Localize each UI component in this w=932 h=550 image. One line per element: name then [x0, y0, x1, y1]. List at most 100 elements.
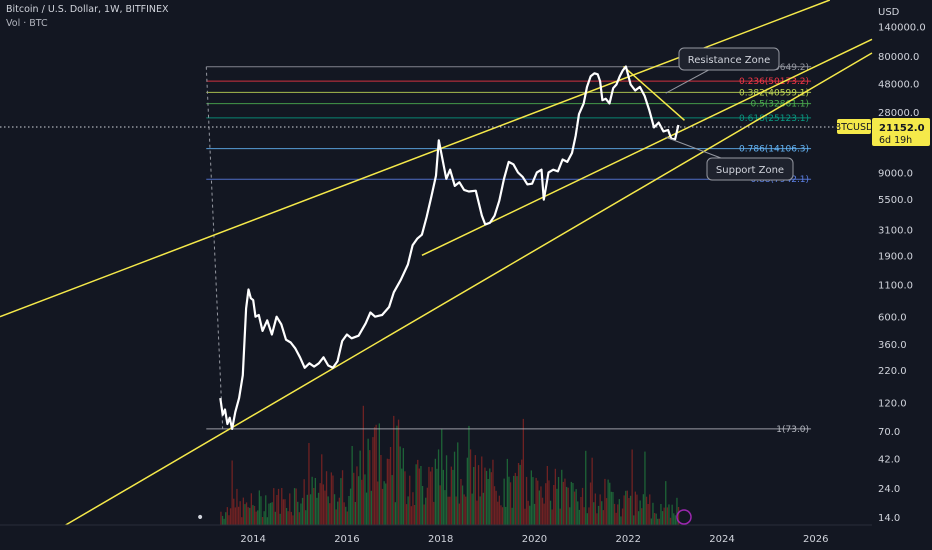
price-axis-tick: 9000.0: [878, 169, 913, 180]
lightning-icon[interactable]: [676, 509, 692, 525]
volume-bar: [333, 494, 336, 525]
volume-bar: [508, 476, 510, 525]
volume-bar: [601, 501, 603, 525]
volume-bar: [225, 512, 227, 525]
volume-bar: [337, 501, 339, 525]
callouts: Resistance Zone Support Zone: [665, 47, 794, 181]
volume-bar: [521, 459, 523, 525]
bar-countdown: 6d 19h: [879, 135, 912, 146]
volume-bar: [263, 511, 265, 525]
volume-bar: [373, 427, 376, 525]
volume-bar: [604, 478, 606, 525]
volume-bar: [274, 511, 276, 525]
volume-bar: [261, 517, 264, 525]
volume-bar: [385, 483, 387, 525]
volume-bar: [396, 425, 398, 525]
volume-bar: [258, 490, 260, 525]
volume-bar: [503, 478, 505, 525]
time-axis-tick: 2018: [428, 534, 453, 545]
volume-bar: [239, 501, 241, 525]
volume-bar: [612, 492, 614, 525]
volume-bar: [511, 507, 513, 525]
trend-line[interactable]: [623, 65, 685, 121]
volume-bar: [658, 518, 660, 525]
volume-bar: [268, 503, 270, 525]
price-axis-tick: 24.0: [878, 484, 900, 495]
volume-bar: [495, 490, 497, 525]
volume-bar: [420, 466, 422, 525]
fib-level-label: 0.382(40599.1): [739, 88, 809, 98]
volume-bar: [418, 468, 420, 525]
volume-bar: [505, 506, 507, 525]
volume-bar: [404, 471, 406, 525]
price-axis-tick: 600.0: [878, 313, 907, 324]
volume-bar: [449, 496, 451, 525]
volume-bar: [586, 513, 588, 525]
volume-indicator-label[interactable]: Vol · BTC: [6, 18, 48, 29]
volume-bar: [593, 502, 595, 525]
volume-bar: [436, 468, 438, 525]
volume-bar: [497, 501, 499, 525]
price-axis-tick: 220.0: [878, 366, 907, 377]
volume-bar: [317, 492, 320, 525]
volume-bar: [468, 425, 470, 525]
volume-bar: [245, 502, 248, 525]
time-axis-tick: 2026: [803, 534, 828, 545]
volume-bar: [357, 476, 360, 525]
volume-bar: [279, 513, 281, 525]
volume-bar: [666, 507, 668, 525]
volume-bar: [450, 466, 452, 525]
trend-line[interactable]: [421, 38, 873, 257]
price-axis-tick: 120.0: [878, 398, 907, 409]
volume-bar: [631, 449, 633, 525]
volume-bar: [265, 495, 267, 525]
support-zone-callout-box[interactable]: [706, 157, 794, 181]
volume-bar: [277, 488, 280, 525]
volume-bar: [434, 458, 436, 525]
volume-bar: [282, 499, 284, 525]
volume-bar: [577, 501, 579, 525]
volume-bar: [524, 508, 526, 525]
volume-bar: [316, 497, 318, 525]
volume-bar: [421, 486, 424, 525]
volume-bar: [639, 500, 641, 525]
volume-bar: [543, 503, 545, 525]
volume-bar: [476, 500, 478, 525]
fib-level-label: 0.236(50173.2): [739, 77, 809, 87]
volume-bar: [372, 437, 374, 525]
volume-bar: [348, 496, 350, 525]
volume-bar: [321, 454, 323, 525]
volume-bar: [402, 448, 404, 525]
volume-bar: [445, 455, 448, 525]
volume-bar: [583, 507, 585, 525]
volume-bar: [485, 470, 488, 525]
volume-bar: [276, 495, 278, 525]
volume-bar: [677, 507, 680, 525]
volume-bar: [653, 513, 656, 525]
volume-bar: [269, 502, 272, 525]
volume-bar: [634, 491, 636, 525]
btc-price-line[interactable]: [219, 65, 680, 430]
volume-bar: [567, 487, 569, 525]
fib-level-label: 0.786(14106.3): [739, 145, 809, 155]
price-series: [0, 65, 872, 430]
volume-bar: [383, 481, 385, 525]
resistance-zone-callout-box[interactable]: [678, 47, 780, 71]
volume-bar: [266, 517, 268, 525]
volume-bar: [369, 450, 371, 525]
volume-bar: [538, 490, 540, 525]
volume-bar: [297, 501, 299, 525]
volume-bar: [665, 481, 667, 525]
volume-bar: [301, 497, 304, 525]
volume-bar: [623, 495, 625, 525]
volume-bar: [257, 510, 259, 525]
volume-bar: [233, 498, 235, 525]
trend-line[interactable]: [65, 52, 873, 526]
volume-bar: [660, 504, 662, 525]
volume-bar: [474, 455, 476, 525]
volume-bar: [365, 492, 368, 525]
volume-bar: [223, 518, 225, 525]
volume-bar: [490, 472, 492, 525]
volume-bar: [591, 457, 593, 525]
